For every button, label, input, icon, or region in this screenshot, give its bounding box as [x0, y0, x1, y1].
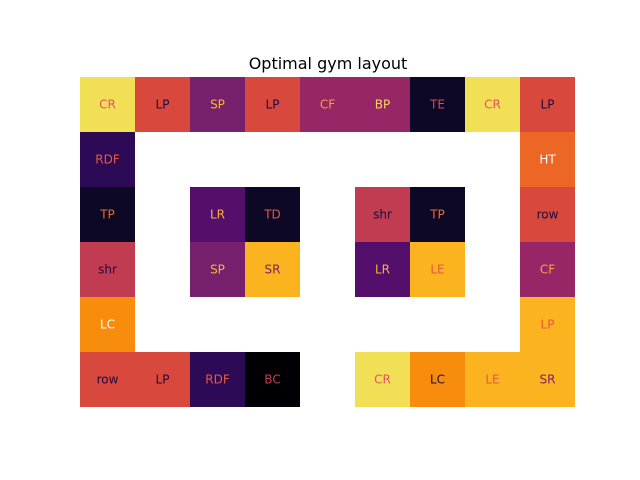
heatmap-cell — [135, 352, 190, 407]
cell-label: HT — [539, 153, 556, 167]
heatmap-cell — [410, 352, 465, 407]
heatmap-cell — [300, 77, 355, 132]
cell-label: BP — [375, 98, 390, 112]
heatmap-cell — [245, 352, 300, 407]
cell-label: LE — [485, 373, 499, 387]
cell-label: LR — [210, 208, 225, 222]
heatmap-cell — [520, 187, 575, 242]
cell-label: TD — [263, 208, 281, 222]
cell-label: LC — [100, 318, 115, 332]
cell-label: SR — [265, 263, 281, 277]
cell-label: SR — [540, 373, 556, 387]
heatmap-cell — [80, 77, 135, 132]
heatmap-cell — [135, 77, 190, 132]
heatmap-cell — [80, 187, 135, 242]
cell-label: LP — [541, 318, 555, 332]
heatmap-cells: CR LP SP LP CF BP TE CR LP RDF HT TP LR TD shr TP row shr… — [80, 77, 575, 407]
cell-label: LP — [156, 373, 170, 387]
cell-label: LR — [375, 263, 390, 277]
heatmap-cell — [520, 352, 575, 407]
heatmap-cell — [80, 352, 135, 407]
heatmap-cell — [355, 242, 410, 297]
heatmap-cell — [410, 187, 465, 242]
heatmap-cell — [80, 242, 135, 297]
heatmap-cell — [355, 77, 410, 132]
heatmap-cell — [80, 297, 135, 352]
heatmap-cell — [465, 77, 520, 132]
chart-title: Optimal gym layout — [249, 54, 408, 73]
cell-label: LC — [430, 373, 445, 387]
heatmap-cell — [245, 77, 300, 132]
cell-label: TP — [99, 208, 115, 222]
cell-label: TP — [429, 208, 445, 222]
cell-label: LP — [156, 98, 170, 112]
heatmap-cell — [245, 242, 300, 297]
cell-label: RDF — [95, 153, 120, 167]
cell-label: CR — [484, 98, 501, 112]
heatmap-cell — [520, 132, 575, 187]
cell-label: CF — [540, 263, 555, 277]
cell-label: CR — [374, 373, 391, 387]
cell-label: CR — [99, 98, 116, 112]
heatmap-cell — [190, 187, 245, 242]
cell-label: shr — [98, 263, 117, 277]
heatmap-cell — [355, 187, 410, 242]
heatmap-cell — [190, 352, 245, 407]
cell-label: row — [97, 373, 119, 387]
heatmap-cell — [410, 242, 465, 297]
cell-label: CF — [320, 98, 335, 112]
cell-label: BC — [264, 373, 280, 387]
heatmap-cell — [80, 132, 135, 187]
heatmap-cell — [465, 352, 520, 407]
cell-label: RDF — [205, 373, 230, 387]
heatmap-cell — [520, 77, 575, 132]
cell-label: LE — [430, 263, 444, 277]
cell-label: LP — [541, 98, 555, 112]
cell-label: SP — [210, 263, 225, 277]
cell-label: row — [537, 208, 559, 222]
cell-label: SP — [210, 98, 225, 112]
heatmap-cell — [520, 242, 575, 297]
heatmap-cell — [190, 242, 245, 297]
heatmap-cell — [520, 297, 575, 352]
cell-label: TE — [429, 98, 445, 112]
cell-label: shr — [373, 208, 392, 222]
heatmap-cell — [355, 352, 410, 407]
cell-label: LP — [266, 98, 280, 112]
heatmap-cell — [245, 187, 300, 242]
heatmap-cell — [410, 77, 465, 132]
heatmap-cell — [190, 77, 245, 132]
